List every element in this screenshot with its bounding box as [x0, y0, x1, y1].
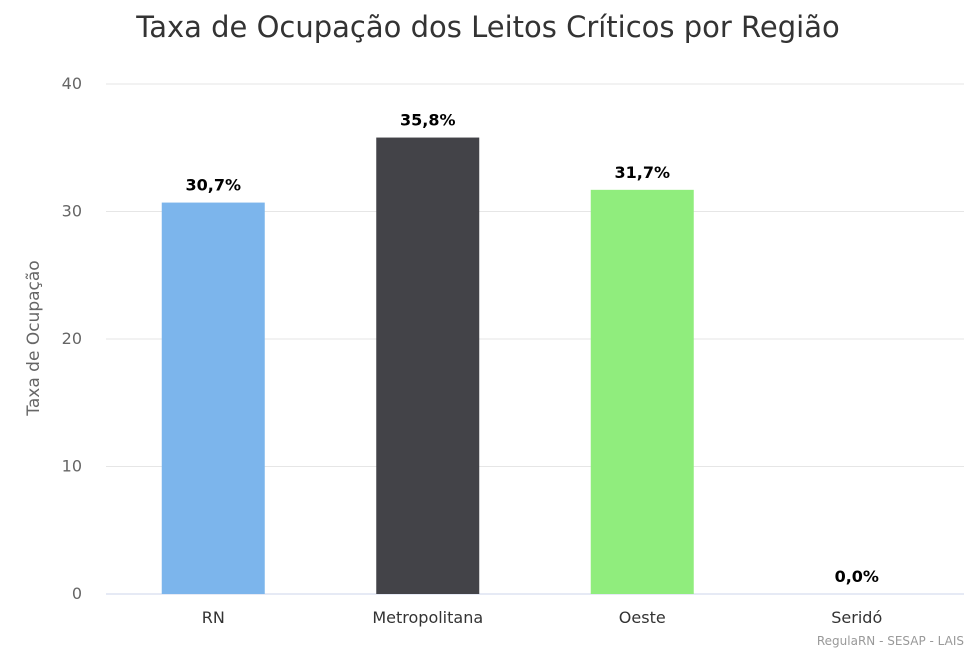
x-tick-label: Seridó [831, 608, 882, 627]
data-labels: 30,7% 35,8% 31,7% 0,0% [185, 111, 878, 586]
data-label: 31,7% [614, 163, 670, 182]
x-tick-label: RN [202, 608, 225, 627]
x-tick-label: Metropolitana [372, 608, 483, 627]
bars [161, 137, 694, 595]
x-tick-label: Oeste [619, 608, 666, 627]
bar-metropolitana[interactable] [376, 137, 480, 595]
bar-oeste[interactable] [590, 189, 694, 594]
data-label: 35,8% [400, 111, 456, 130]
y-tick-label: 40 [62, 74, 82, 93]
y-axis-title: Taxa de Ocupação [24, 260, 44, 416]
y-axis-ticks: 0 10 20 30 40 [62, 74, 82, 603]
data-label: 30,7% [185, 176, 241, 195]
bar-rn[interactable] [161, 202, 265, 594]
y-tick-label: 20 [62, 329, 82, 348]
y-tick-label: 0 [72, 584, 82, 603]
chart-title: Taxa de Ocupação dos Leitos Críticos por… [135, 10, 839, 44]
y-tick-label: 10 [62, 457, 82, 476]
credits-text[interactable]: RegulaRN - SESAP - LAIS [817, 634, 964, 648]
x-axis-ticks: RN Metropolitana Oeste Seridó [202, 608, 883, 627]
y-tick-label: 30 [62, 202, 82, 221]
data-label: 0,0% [835, 567, 879, 586]
